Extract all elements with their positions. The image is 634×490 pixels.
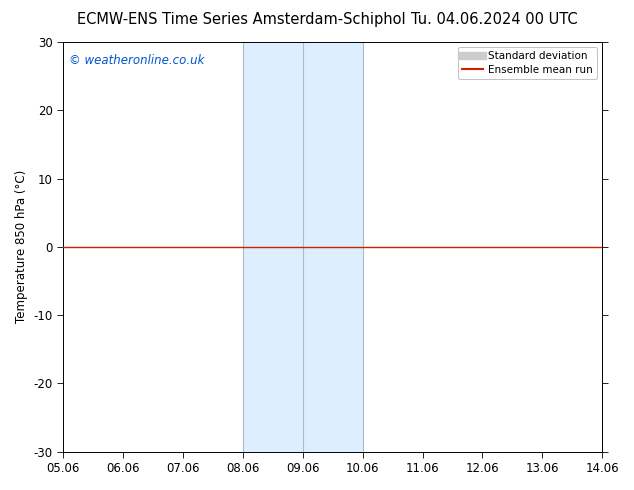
Text: © weatheronline.co.uk: © weatheronline.co.uk (68, 54, 204, 67)
Text: ECMW-ENS Time Series Amsterdam-Schiphol: ECMW-ENS Time Series Amsterdam-Schiphol (77, 12, 405, 27)
Text: Tu. 04.06.2024 00 UTC: Tu. 04.06.2024 00 UTC (411, 12, 578, 27)
Bar (243, 42, 363, 452)
Y-axis label: Temperature 850 hPa (°C): Temperature 850 hPa (°C) (15, 170, 28, 323)
Legend: Standard deviation, Ensemble mean run: Standard deviation, Ensemble mean run (458, 47, 597, 79)
